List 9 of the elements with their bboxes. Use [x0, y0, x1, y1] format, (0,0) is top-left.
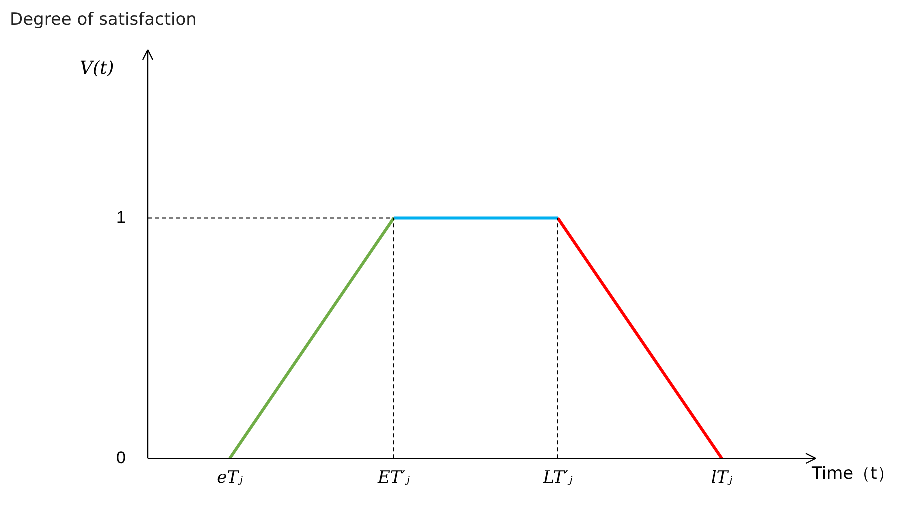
x-tick-label: ET′ⱼ [376, 468, 411, 488]
y-axis-title: V(t) [80, 58, 114, 79]
x-tick-label: LT′ⱼ [542, 468, 574, 488]
x-axis-title: Time（t） [812, 463, 894, 485]
x-tick-label: eTⱼ [217, 468, 244, 488]
y-tick-label: 0 [116, 448, 126, 468]
y-tick-label: 1 [116, 208, 126, 227]
chart-title: Degree of satisfaction [10, 10, 197, 30]
x-tick-label: lTⱼ [711, 468, 734, 488]
